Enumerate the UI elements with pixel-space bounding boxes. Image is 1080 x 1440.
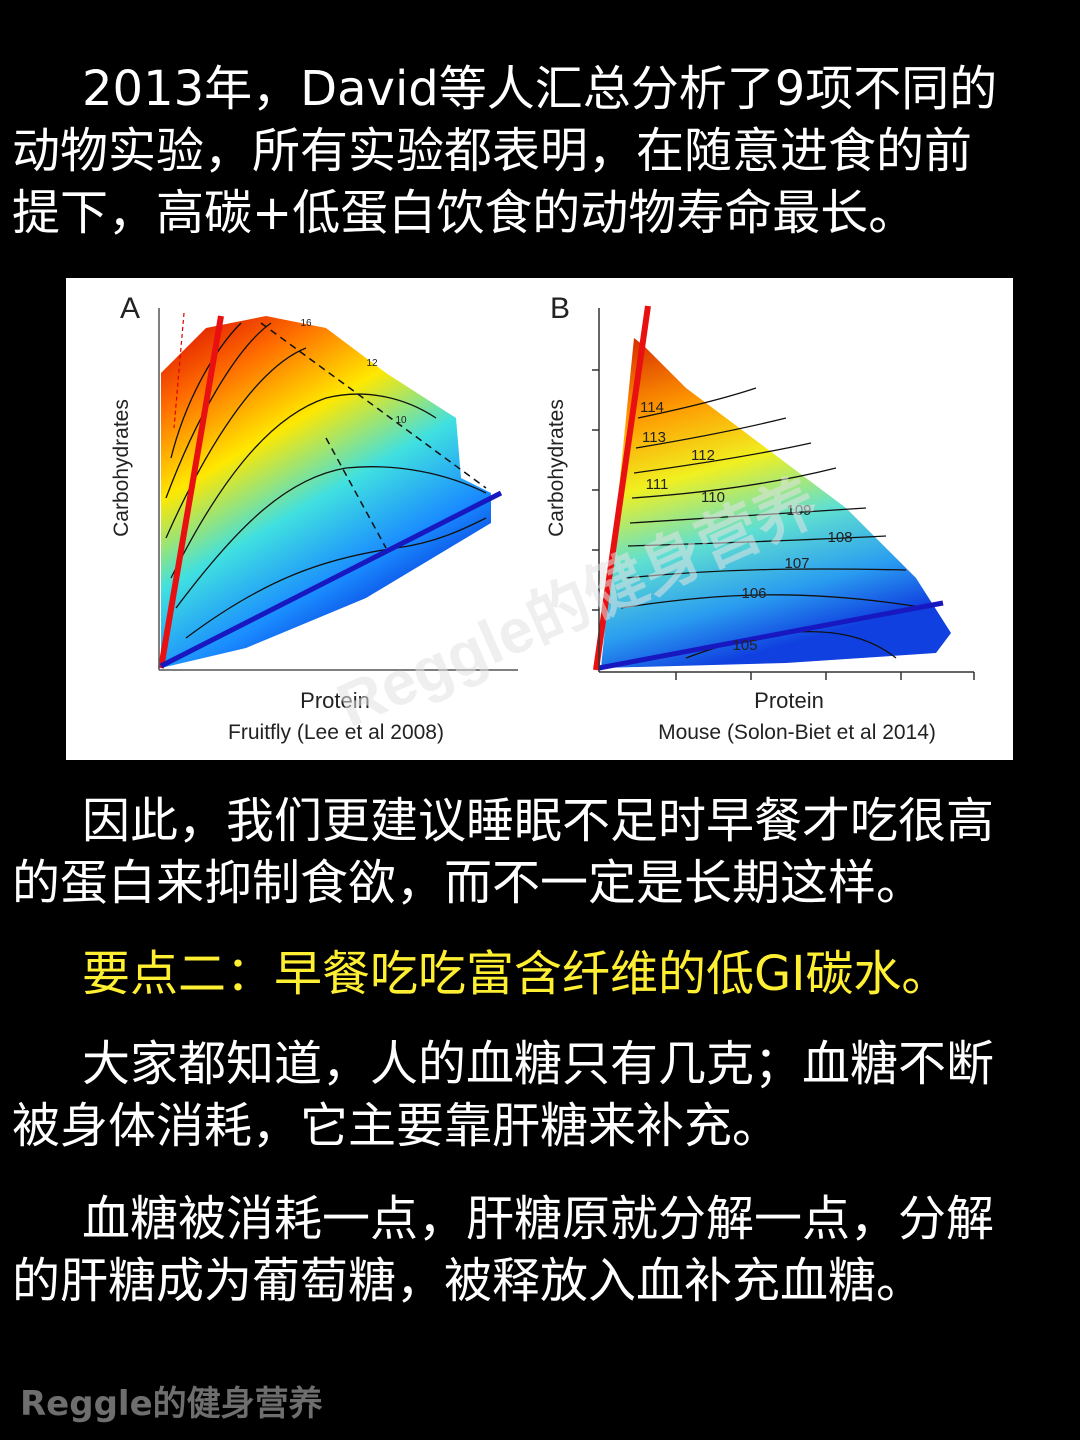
x-axis-label: Protein bbox=[754, 688, 824, 713]
paragraph: 2013年，David等人汇总分析了9项不同的动物实验，所有实验都表明，在随意进… bbox=[12, 58, 1072, 244]
contour-label: 110 bbox=[701, 489, 725, 506]
contour-label: 111 bbox=[646, 476, 669, 493]
caption: Mouse (Solon-Biet et al 2014) bbox=[658, 721, 936, 744]
text-line: 血糖被消耗一点，肝糖原就分解一点，分解 bbox=[82, 1191, 995, 1247]
contour-label: 107 bbox=[784, 555, 809, 572]
paragraph: 血糖被消耗一点，肝糖原就分解一点，分解的肝糖成为葡萄糖，被释放入血补充血糖。 bbox=[12, 1188, 1072, 1312]
y-axis-label: Carbohydrates bbox=[545, 399, 568, 537]
contour-label: 114 bbox=[640, 399, 664, 416]
contour-label: 105 bbox=[732, 637, 757, 654]
text-line: 大家都知道，人的血糖只有几克；血糖不断 bbox=[82, 1036, 995, 1092]
contour-label: 108 bbox=[827, 529, 852, 546]
text-line: 要点二：早餐吃吃富含纤维的低GI碳水。 bbox=[82, 946, 950, 1002]
paragraph: 大家都知道，人的血糖只有几克；血糖不断被身体消耗，它主要靠肝糖来补充。 bbox=[12, 1033, 1072, 1157]
text-line: 因此，我们更建议睡眠不足时早餐才吃很高 bbox=[82, 793, 995, 849]
x-axis-label: Protein bbox=[300, 688, 370, 713]
footer-watermark: Reggle的健身营养 bbox=[20, 1384, 323, 1424]
text-line: 的蛋白来抑制食欲，而不一定是长期这样。 bbox=[12, 855, 925, 911]
figure: A Carbohydrates Protein Fruitfly (Lee et al… bbox=[66, 278, 1013, 760]
paragraph: 要点二：早餐吃吃富含纤维的低GI碳水。 bbox=[12, 943, 1072, 1005]
text-line: 提下，高碳+低蛋白饮食的动物寿命最长。 bbox=[12, 185, 917, 241]
contour-label: 112 bbox=[691, 447, 715, 464]
contour-label: 106 bbox=[741, 585, 766, 602]
paragraph: 因此，我们更建议睡眠不足时早餐才吃很高的蛋白来抑制食欲，而不一定是长期这样。 bbox=[12, 790, 1072, 914]
y-axis-label: Carbohydrates bbox=[110, 399, 133, 537]
panel-label: A bbox=[120, 292, 140, 325]
contour-label: 12 bbox=[366, 358, 378, 369]
text-line: 2013年，David等人汇总分析了9项不同的 bbox=[82, 61, 998, 117]
contour-label: 113 bbox=[642, 429, 666, 446]
panel-label: B bbox=[550, 292, 570, 325]
caption: Fruitfly (Lee et al 2008) bbox=[228, 721, 444, 744]
text-line: 动物实验，所有实验都表明，在随意进食的前 bbox=[12, 123, 973, 179]
contour-label: 16 bbox=[300, 318, 312, 329]
contour-label: 109 bbox=[786, 502, 811, 519]
text-line: 被身体消耗，它主要靠肝糖来补充。 bbox=[12, 1098, 781, 1154]
contour-label: 10 bbox=[395, 415, 407, 426]
text-line: 的肝糖成为葡萄糖，被释放入血补充血糖。 bbox=[12, 1253, 925, 1309]
